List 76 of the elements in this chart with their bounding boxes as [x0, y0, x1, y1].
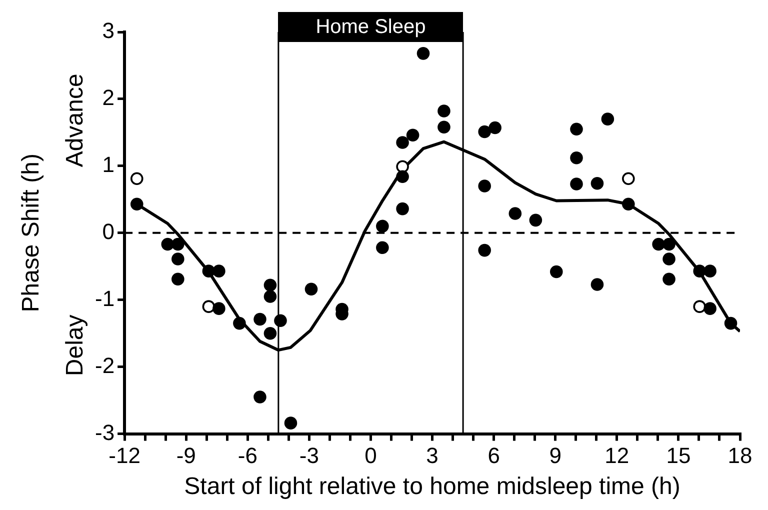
x-tick-label: -9: [176, 443, 196, 468]
point: [304, 282, 318, 296]
x-tick-label: -3: [299, 443, 319, 468]
header-box: Home Sleep: [278, 12, 464, 42]
point: [622, 172, 635, 186]
point: [570, 122, 583, 136]
point: [284, 416, 298, 430]
point: [704, 264, 716, 278]
point: [662, 238, 676, 251]
point: [161, 238, 174, 251]
point: [264, 278, 277, 292]
point: [172, 272, 184, 286]
text: Delay: [62, 314, 89, 376]
x-axis-title: Start of light relative to home midsleep time (h): [184, 473, 680, 500]
point: [438, 104, 450, 118]
x-tick-label: 0: [364, 443, 377, 468]
y-tick-label: 2: [102, 85, 115, 110]
point: [396, 202, 409, 216]
point: [264, 326, 277, 340]
point: [662, 272, 676, 286]
x-tick-label: 18: [728, 443, 752, 468]
point: [693, 264, 706, 278]
x-tick-label: 12: [604, 443, 630, 468]
x-tick-label: 9: [549, 443, 562, 468]
y-tick-label: 1: [102, 152, 115, 177]
point: [233, 316, 246, 330]
point: [550, 265, 563, 278]
point: [529, 214, 542, 227]
point: [438, 120, 450, 134]
point: [130, 198, 144, 211]
point: [662, 252, 676, 266]
point: [693, 300, 706, 313]
point: [406, 128, 420, 142]
point: [590, 176, 604, 190]
y-tick-label: -2: [95, 352, 115, 378]
point: [396, 136, 409, 149]
point: [172, 238, 184, 251]
point: [570, 152, 583, 164]
y-tick-label: -3: [95, 420, 115, 445]
x-tick-label: 15: [666, 443, 691, 468]
point: [376, 241, 389, 254]
point: [478, 244, 491, 257]
point: [172, 252, 184, 266]
text: Advance: [62, 74, 89, 168]
point: [376, 220, 389, 233]
y-tick-label: 0: [102, 218, 115, 244]
y-tick-label: -1: [95, 286, 115, 311]
point: [212, 264, 226, 278]
point: [622, 198, 635, 211]
point: [212, 302, 226, 315]
point: [202, 264, 216, 278]
point: [202, 300, 216, 313]
point: [652, 238, 665, 251]
x-tick-label: 3: [426, 443, 438, 468]
point: [396, 170, 409, 184]
x-tick-label: -6: [238, 443, 258, 468]
point: [416, 47, 430, 60]
point: [396, 160, 409, 174]
point: [570, 178, 583, 190]
point: [508, 207, 522, 220]
point: [590, 278, 604, 291]
point: [130, 172, 144, 186]
point: [478, 125, 491, 138]
y-axis-title: Phase Shift (h): [18, 154, 45, 312]
point: [264, 290, 277, 303]
x-tick-label: 6: [488, 443, 500, 468]
x-tick-label: -12: [108, 443, 140, 468]
point: [478, 180, 491, 192]
point: [724, 316, 738, 330]
point: [488, 121, 502, 134]
point: [274, 314, 287, 328]
point: [704, 302, 716, 315]
point: [601, 112, 614, 126]
point: [254, 312, 266, 326]
point: [254, 390, 266, 404]
y-tick-label: 3: [102, 18, 115, 44]
